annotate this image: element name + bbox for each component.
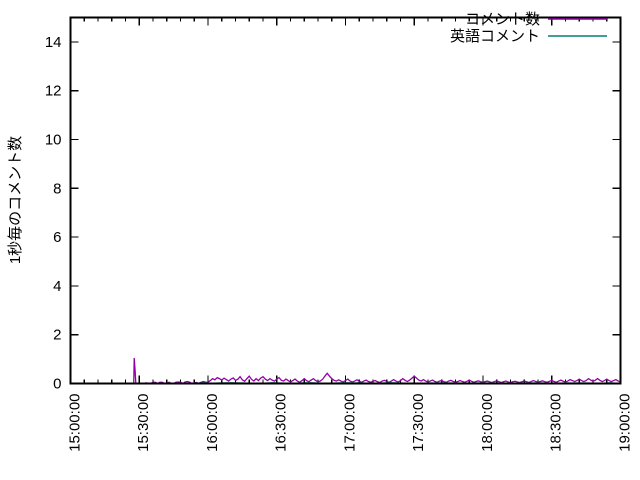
y-tick-label: 4 bbox=[53, 278, 61, 295]
y-axis-tick-labels: 0 2 4 6 8 10 12 14 bbox=[45, 34, 62, 393]
y-tick-label: 2 bbox=[53, 327, 61, 344]
x-axis-tick-labels: 15:00:00 15:30:00 16:00:00 16:30:00 17:00:00… bbox=[66, 394, 633, 452]
x-tick-label: 16:00:00 bbox=[204, 394, 221, 452]
x-tick-label: 16:30:00 bbox=[273, 394, 290, 452]
x-tick-label: 17:30:00 bbox=[410, 394, 427, 452]
plot-frame bbox=[69, 16, 622, 385]
y-tick-label: 6 bbox=[53, 229, 61, 246]
y-tick-label: 10 bbox=[45, 132, 62, 149]
y-tick-label: 14 bbox=[45, 34, 62, 51]
x-tick-label: 18:00:00 bbox=[479, 394, 496, 452]
series-line-1 bbox=[70, 357, 621, 385]
legend-label-2: 英語コメント bbox=[450, 27, 540, 45]
x-tick-label: 15:00:00 bbox=[66, 394, 83, 452]
y-tick-label: 8 bbox=[53, 180, 61, 197]
y-tick-label: 12 bbox=[45, 83, 62, 100]
y-tick-label: 0 bbox=[53, 376, 61, 393]
x-tick-label: 17:00:00 bbox=[341, 394, 358, 452]
x-tick-label: 15:30:00 bbox=[135, 394, 152, 452]
x-tick-label: 18:30:00 bbox=[548, 394, 565, 452]
y-axis-title: 1秒毎のコメント数 bbox=[7, 136, 24, 264]
legend-label-1: コメント数 bbox=[465, 11, 540, 28]
x-tick-label: 19:00:00 bbox=[616, 394, 633, 452]
